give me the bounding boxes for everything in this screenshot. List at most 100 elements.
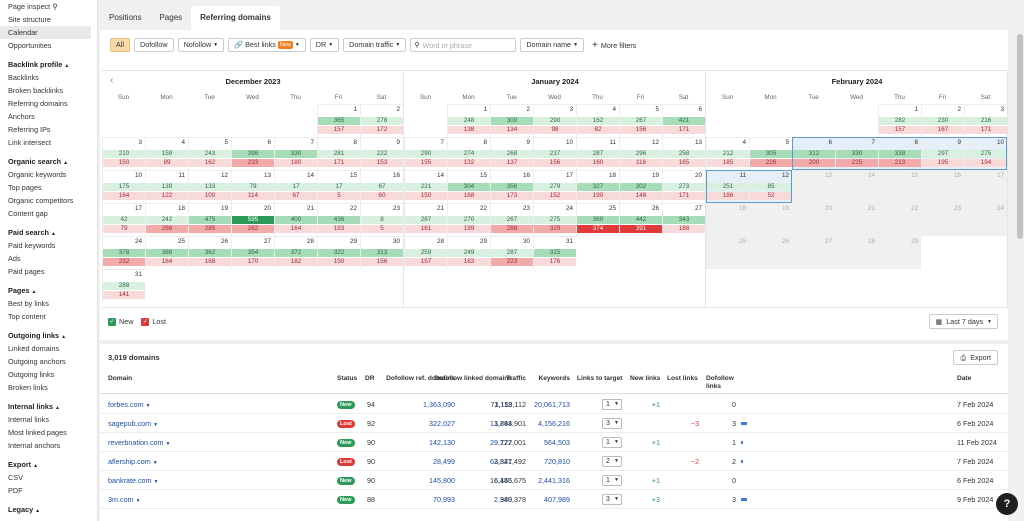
calendar-day[interactable]: 13 258 165 [662, 137, 705, 170]
links-to-target-select[interactable]: 3 ▼ [602, 418, 622, 429]
tab-positions[interactable]: Positions [109, 13, 142, 22]
table-row[interactable]: aflership.com ▼ Lost 90 28,499 62,327 3,… [100, 452, 1008, 471]
sidebar-item[interactable]: Internal anchors [8, 441, 61, 450]
domain-link[interactable]: bankrate.com ▼ [108, 476, 159, 485]
calendar-day[interactable]: 10 275 194 [964, 137, 1007, 170]
calendar-day[interactable]: 27 354 170 [231, 236, 274, 269]
export-button[interactable]: ⎙ Export [953, 350, 998, 365]
calendar-day[interactable]: 1 248 138 [447, 104, 490, 137]
calendar-day[interactable]: 26 362 168 [188, 236, 231, 269]
calendar-day[interactable]: 9 268 137 [490, 137, 533, 170]
calendar-day[interactable]: 17 42 79 [102, 203, 145, 236]
search-input[interactable] [422, 40, 513, 50]
calendar-day[interactable]: 5 243 162 [188, 137, 231, 170]
sidebar-item[interactable]: Anchors [8, 112, 35, 121]
legend-new[interactable]: ✓ New [108, 317, 134, 327]
help-button[interactable]: ? [996, 493, 1018, 515]
filter-nofollow-dropdown[interactable]: Nofollow ▼ [177, 38, 225, 52]
sidebar-item[interactable]: Content gap [8, 209, 48, 218]
sidebar-item[interactable]: Outgoing anchors [8, 357, 66, 366]
col-keywords[interactable]: Keywords [538, 375, 570, 382]
calendar-day[interactable]: 6 421 171 [662, 104, 705, 137]
links-to-target-select[interactable]: 1 ▼ [602, 475, 622, 486]
calendar-day[interactable]: 20 273 171 [662, 170, 705, 203]
calendar-day[interactable]: 21 287 161 [404, 203, 447, 236]
col-links-to-target[interactable]: Links to target [577, 375, 623, 382]
keywords-value[interactable]: 407,989 [544, 495, 570, 504]
dofollow-ref-value[interactable]: 28,499 [433, 457, 455, 466]
calendar-day[interactable]: 21 400 164 [274, 203, 317, 236]
sidebar-item[interactable]: Top content [8, 312, 46, 321]
dofollow-linked-value[interactable]: 13,743 [490, 419, 512, 428]
calendar-day[interactable]: 23 8 5 [360, 203, 403, 236]
sidebar-section-title[interactable]: Legacy ▲ [8, 505, 41, 514]
dofollow-ref-value[interactable]: 322,027 [429, 419, 455, 428]
sidebar-item[interactable]: Top pages [8, 183, 42, 192]
sidebar-item[interactable]: Page inspect ⚲ [8, 2, 58, 11]
calendar-day[interactable]: 15 17 5 [317, 170, 360, 203]
keywords-value[interactable]: 720,810 [544, 457, 570, 466]
calendar-day[interactable]: 16 356 173 [490, 170, 533, 203]
calendar-day[interactable]: 19 475 285 [188, 203, 231, 236]
calendar-day[interactable]: 30 313 156 [360, 236, 403, 269]
calendar-day[interactable]: 10 175 164 [102, 170, 145, 203]
domain-link[interactable]: forbes.com ▼ [108, 400, 151, 409]
dofollow-ref-value[interactable]: 145,800 [429, 476, 455, 485]
calendar-day[interactable]: 5 267 156 [619, 104, 662, 137]
domain-link[interactable]: aflership.com ▼ [108, 457, 158, 466]
calendar-day[interactable]: 7 330 225 [835, 137, 878, 170]
keywords-value[interactable]: 2,441,316 [538, 476, 570, 485]
scrollbar[interactable] [1016, 0, 1024, 521]
calendar-day[interactable]: 12 296 116 [619, 137, 662, 170]
dofollow-linked-value[interactable]: 3,112 [494, 400, 512, 409]
calendar-day[interactable]: 7 330 180 [274, 137, 317, 170]
sidebar-section-title[interactable]: Outgoing links ▲ [8, 331, 67, 340]
sidebar-item[interactable]: Site structure [8, 15, 51, 24]
sidebar-item[interactable]: Calendar [0, 26, 91, 39]
sidebar-item[interactable]: Paid keywords [8, 241, 56, 250]
calendar-day[interactable]: 24 378 232 [102, 236, 145, 269]
calendar-day[interactable]: 22 270 199 [447, 203, 490, 236]
sidebar-item[interactable]: Broken backlinks [8, 86, 64, 95]
calendar-day[interactable]: 12 85 52 [749, 170, 792, 203]
table-row[interactable]: bankrate.com ▼ New 90 145,800 6,156 16,4… [100, 471, 1008, 490]
calendar-day[interactable]: 3 290 98 [533, 104, 576, 137]
sidebar-item[interactable]: Referring IPs [8, 125, 51, 134]
sidebar-item[interactable]: PDF [8, 486, 23, 495]
calendar-day[interactable]: 31 315 176 [533, 236, 576, 269]
calendar-day[interactable]: 31 288 141 [102, 269, 145, 302]
table-row[interactable]: forbes.com ▼ New 94 1,363,090 3,112 71,1… [100, 395, 1008, 414]
sidebar-item[interactable]: Linked domains [8, 344, 60, 353]
calendar-day[interactable]: 25 388 184 [145, 236, 188, 269]
filter-dofollow-button[interactable]: Dofollow [134, 38, 174, 52]
chevron-left-icon[interactable]: ‹ [110, 75, 114, 86]
calendar-day[interactable]: 2 278 172 [360, 104, 403, 137]
domain-link[interactable]: reverbnation.com ▼ [108, 438, 171, 447]
links-to-target-select[interactable]: 3 ▼ [602, 494, 622, 505]
sidebar-item[interactable]: Best by links [8, 299, 49, 308]
sidebar-section-title[interactable]: Export ▲ [8, 460, 39, 469]
calendar-day[interactable]: 7 290 155 [404, 137, 447, 170]
col-status[interactable]: Status [337, 375, 358, 382]
dofollow-linked-value[interactable]: 62,327 [490, 457, 512, 466]
links-to-target-select[interactable]: 2 ▼ [602, 456, 622, 467]
sidebar-item[interactable]: Backlinks [8, 73, 39, 82]
calendar-day[interactable]: 14 221 150 [404, 170, 447, 203]
sidebar-item[interactable]: Internal links [8, 415, 49, 424]
calendar-day[interactable]: 11 139 122 [145, 170, 188, 203]
domain-name-dropdown[interactable]: Domain name ▼ [520, 38, 585, 52]
dofollow-linked-value[interactable]: 2,380 [494, 495, 512, 504]
sidebar-section-title[interactable]: Pages ▲ [8, 286, 37, 295]
calendar-day[interactable]: 17 279 152 [533, 170, 576, 203]
calendar-day[interactable]: 18 242 266 [145, 203, 188, 236]
scrollbar-thumb[interactable] [1017, 34, 1023, 239]
sidebar-item[interactable]: Link intersect [8, 138, 51, 147]
links-to-target-select[interactable]: 1 ▼ [602, 437, 622, 448]
calendar-day[interactable]: 9 297 195 [921, 137, 964, 170]
sidebar-item[interactable]: CSV [8, 473, 24, 482]
calendar-day[interactable]: 29 322 150 [317, 236, 360, 269]
calendar-day[interactable]: 8 338 213 [878, 137, 921, 170]
calendar-day[interactable]: 22 436 193 [317, 203, 360, 236]
more-filters-button[interactable]: + More filters [592, 39, 637, 51]
filter-best-links-dropdown[interactable]: 🔗 Best links New ▼ [228, 38, 306, 52]
